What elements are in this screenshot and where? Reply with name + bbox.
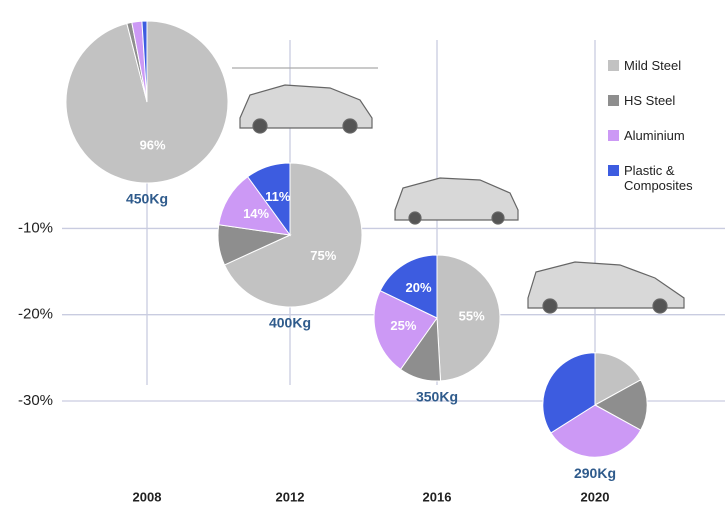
legend-swatch (608, 165, 619, 176)
y-tick-label: -20% (18, 306, 53, 323)
data-label: 20% (406, 280, 432, 295)
x-tick-label: 2020 (581, 489, 610, 504)
legend-swatch (608, 60, 619, 71)
data-label: 25% (390, 318, 416, 333)
legend-label: Aluminium (624, 128, 685, 143)
y-tick-label: -10% (18, 219, 53, 236)
data-label: 14% (243, 206, 269, 221)
pie-slice (373, 289, 438, 371)
pie-slice (550, 404, 642, 458)
weight-label: 450Kg (126, 191, 168, 207)
car-illustrations (232, 67, 685, 314)
pie-slice (594, 352, 642, 406)
legend-label: Plastic & Composites (624, 163, 693, 193)
weight-label: 400Kg (269, 315, 311, 331)
legend: Mild Steel HS Steel Aluminium Plastic & Com… (608, 58, 720, 213)
pie-slice (593, 379, 648, 431)
weight-label: 290Kg (574, 465, 616, 481)
x-tick-label: 2016 (423, 489, 452, 504)
data-label: 96% (140, 138, 166, 153)
legend-label: Mild Steel (624, 58, 682, 73)
pie-slice (379, 254, 438, 319)
data-label: 11% (265, 189, 291, 204)
pie-slice (218, 176, 292, 236)
legend-item: Aluminium (608, 128, 720, 143)
x-tick-label: 2008 (133, 489, 162, 504)
y-tick-label: -30% (18, 392, 53, 409)
data-label: 75% (310, 248, 336, 263)
weight-label: 350Kg (416, 389, 458, 405)
data-label: 55% (459, 308, 485, 323)
pie-slice (542, 352, 596, 434)
legend-item: Plastic & Composites (608, 163, 720, 193)
pie-slice (223, 162, 363, 308)
pie-slice (141, 20, 148, 103)
legend-label: HS Steel (624, 93, 676, 108)
pie-slice (246, 162, 291, 237)
legend-item: HS Steel (608, 93, 720, 108)
legend-item: Mild Steel (608, 58, 720, 73)
legend-swatch (608, 130, 619, 141)
pie-slice (436, 254, 501, 382)
legend-swatch (608, 95, 619, 106)
x-tick-label: 2012 (276, 489, 305, 504)
